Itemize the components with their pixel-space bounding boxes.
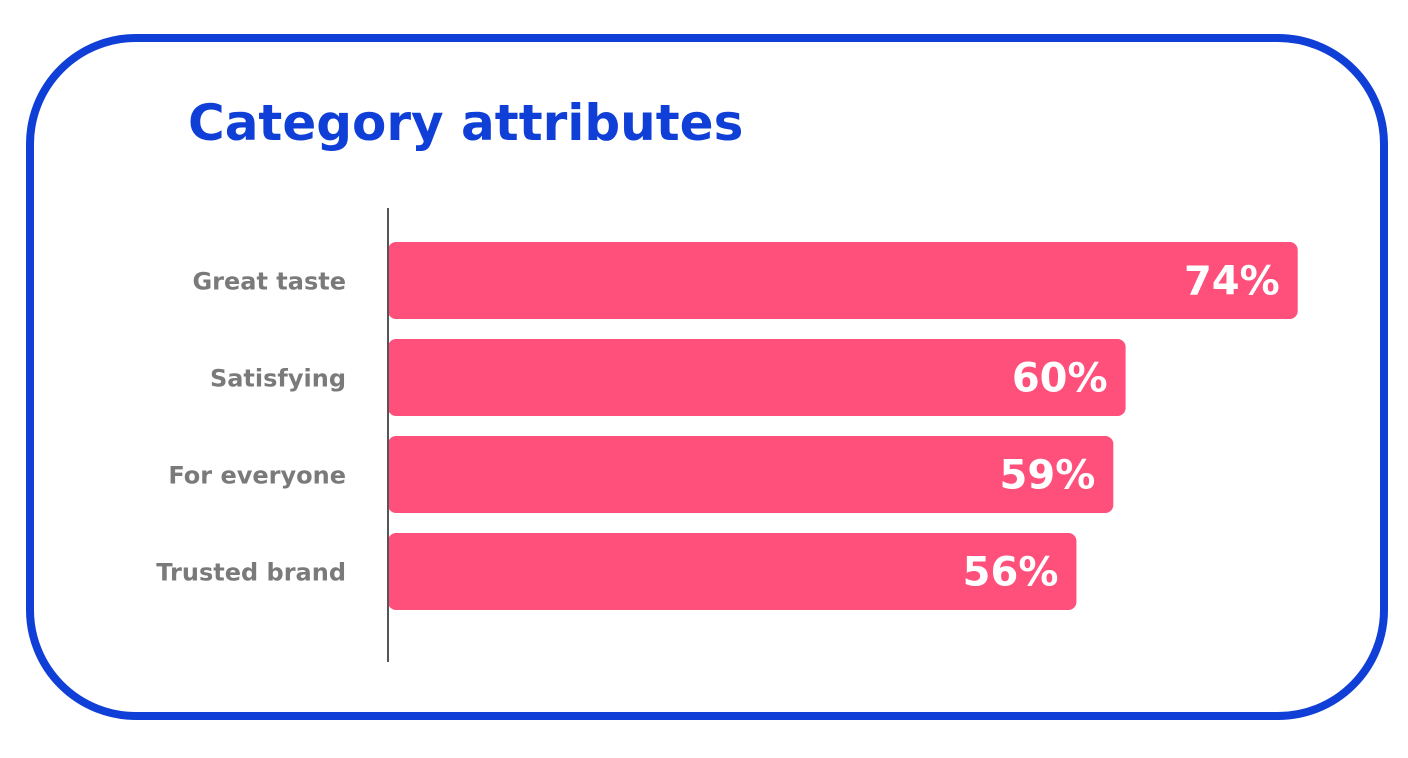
chart-title: Category attributes: [188, 94, 744, 152]
value-label: 74%: [1184, 259, 1280, 305]
value-label: 60%: [1012, 356, 1108, 402]
value-label: 56%: [963, 550, 1059, 596]
bar: [388, 242, 1298, 319]
category-label: Trusted brand: [156, 559, 346, 587]
category-label: Great taste: [192, 268, 346, 296]
value-label: 59%: [1000, 453, 1096, 499]
category-label: Satisfying: [210, 365, 346, 393]
bar: [388, 339, 1126, 416]
bar: [388, 436, 1114, 513]
bar: [388, 533, 1077, 610]
category-label: For everyone: [168, 462, 346, 490]
